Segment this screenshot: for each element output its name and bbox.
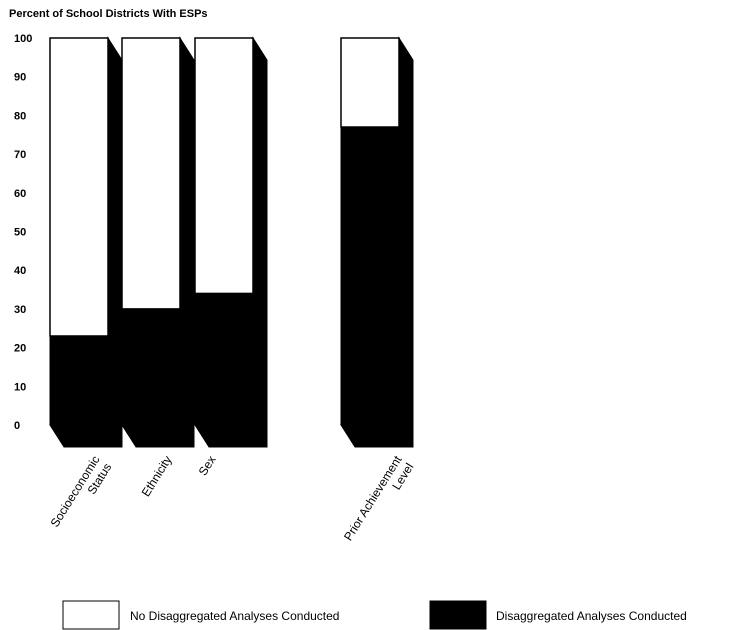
legend: No Disaggregated Analyses Conducted Disag… bbox=[62, 600, 687, 630]
x-category-label: Sex bbox=[196, 453, 219, 478]
y-tick-label: 0 bbox=[14, 420, 20, 432]
x-axis-labels: SocioeconomicStatus Ethnicity Sex Prior Ach… bbox=[48, 453, 417, 551]
bar-segment-disaggregated bbox=[121, 308, 181, 426]
legend-swatch bbox=[62, 600, 120, 630]
legend-item: No Disaggregated Analyses Conducted bbox=[62, 600, 339, 630]
x-category-label-line: Prior Achievement bbox=[341, 453, 405, 544]
bar-segment-disaggregated bbox=[340, 126, 400, 426]
x-category-label: Prior AchievementLevel bbox=[341, 453, 417, 551]
legend-item: Disaggregated Analyses Conducted bbox=[429, 600, 687, 630]
y-tick-label: 30 bbox=[14, 304, 26, 316]
bar-segment-no-disaggregated bbox=[121, 37, 181, 310]
x-category-label-line: Sex bbox=[196, 453, 219, 478]
x-category-label: SocioeconomicStatus bbox=[48, 453, 115, 537]
y-tick-label: 70 bbox=[14, 149, 26, 161]
y-axis: 0 10 20 30 40 50 60 70 80 90 100 bbox=[14, 33, 32, 432]
bar-segment-disaggregated bbox=[49, 335, 109, 426]
bar-segment-no-disaggregated bbox=[49, 37, 109, 337]
x-category-label-line: Ethnicity bbox=[139, 453, 175, 499]
y-tick-label: 90 bbox=[14, 72, 26, 84]
y-tick-label: 10 bbox=[14, 381, 26, 393]
y-tick-label: 100 bbox=[14, 33, 32, 45]
y-tick-label: 20 bbox=[14, 343, 26, 355]
chart-title: Percent of School Districts With ESPs bbox=[9, 8, 208, 20]
bars bbox=[49, 36, 414, 448]
y-tick-label: 60 bbox=[14, 188, 26, 200]
bar-segment-disaggregated bbox=[194, 292, 254, 426]
bar-group bbox=[340, 36, 414, 448]
legend-swatch bbox=[429, 600, 487, 630]
y-tick-label: 80 bbox=[14, 110, 26, 122]
legend-label: No Disaggregated Analyses Conducted bbox=[130, 609, 339, 623]
x-category-label: Ethnicity bbox=[139, 453, 175, 499]
bar-group bbox=[121, 36, 195, 448]
legend-label: Disaggregated Analyses Conducted bbox=[496, 609, 687, 623]
bar-group bbox=[49, 36, 123, 448]
bar-group bbox=[194, 36, 268, 448]
bar-segment-no-disaggregated bbox=[340, 37, 400, 128]
bar-segment-no-disaggregated bbox=[194, 37, 254, 295]
y-tick-label: 50 bbox=[14, 227, 26, 239]
y-tick-label: 40 bbox=[14, 265, 26, 277]
